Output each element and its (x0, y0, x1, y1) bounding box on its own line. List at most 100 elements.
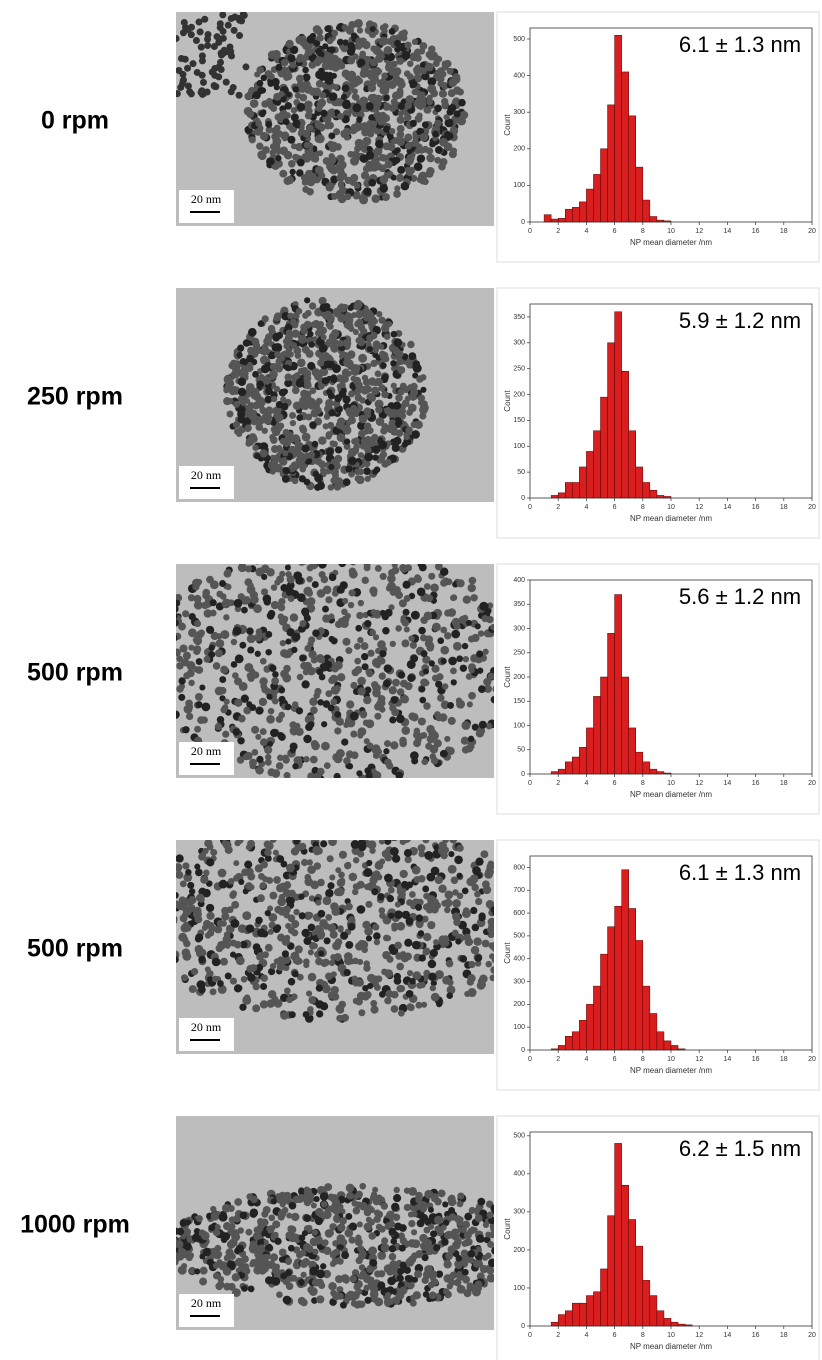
particle (352, 191, 361, 200)
particle (231, 1273, 241, 1282)
particle (312, 629, 320, 637)
particle (244, 751, 253, 760)
particle (187, 23, 195, 31)
particle (360, 437, 369, 446)
particle (291, 386, 300, 395)
particle (300, 56, 307, 63)
particle (390, 174, 397, 181)
particle (361, 663, 369, 671)
particle (354, 387, 362, 395)
particle (378, 1225, 386, 1233)
particle (351, 407, 359, 415)
particle (467, 635, 476, 643)
particle (136, 908, 145, 917)
particle (320, 1263, 327, 1270)
particle (176, 863, 183, 872)
particle (470, 594, 478, 602)
particle (374, 1297, 384, 1307)
particle (371, 318, 378, 325)
particle (307, 772, 315, 778)
particle (204, 932, 212, 939)
particle (279, 146, 289, 156)
particle (281, 937, 291, 946)
particle (261, 343, 269, 351)
particle (232, 672, 239, 679)
particle (350, 730, 358, 738)
particle (388, 1227, 397, 1236)
particle (237, 1227, 244, 1234)
particle (395, 394, 403, 402)
particle (176, 1237, 179, 1246)
particle (285, 863, 295, 873)
particle (470, 946, 480, 955)
x-tick-label: 4 (584, 228, 588, 235)
particle (347, 601, 355, 609)
particle (182, 862, 190, 870)
particle (321, 377, 330, 385)
particle (298, 1187, 306, 1196)
particle (369, 58, 378, 67)
particle (195, 933, 204, 942)
particle (267, 552, 274, 559)
particle (287, 54, 296, 63)
particle (183, 1242, 192, 1251)
particle (161, 912, 167, 918)
particle (176, 593, 183, 602)
particle (262, 1239, 269, 1246)
x-tick-label: 18 (780, 1056, 788, 1063)
particle (319, 1192, 329, 1201)
particle (385, 989, 394, 998)
particle (215, 639, 225, 648)
particle (490, 1204, 494, 1213)
particle (250, 595, 259, 604)
particle (228, 1216, 236, 1224)
particle (214, 925, 223, 934)
x-tick-label: 4 (584, 780, 588, 787)
particle (176, 870, 184, 879)
histogram-bar (649, 768, 658, 775)
particle (194, 725, 202, 733)
particle (291, 477, 299, 485)
particle (306, 124, 314, 132)
particle (184, 64, 192, 72)
particle (366, 145, 373, 153)
particle (467, 974, 476, 983)
particle (259, 657, 267, 665)
particle (242, 63, 250, 71)
particle (365, 719, 375, 729)
particle (222, 730, 230, 738)
particle (352, 53, 359, 60)
particle (407, 403, 417, 413)
particle (313, 829, 320, 836)
particle (212, 662, 221, 670)
particle (359, 1182, 367, 1190)
particle (277, 821, 285, 829)
particle (391, 1202, 400, 1212)
particle (442, 1219, 450, 1227)
particle (489, 974, 494, 982)
particle (364, 452, 374, 462)
particle (261, 100, 269, 108)
particle (156, 671, 165, 680)
particle (240, 12, 248, 19)
particle (356, 475, 365, 485)
particle (453, 110, 461, 118)
particle (338, 871, 345, 879)
particle (359, 154, 369, 163)
particle (206, 625, 215, 634)
particle (220, 920, 227, 927)
particle (214, 686, 224, 696)
particle (278, 686, 286, 694)
particle (182, 610, 190, 618)
particle (441, 1238, 449, 1246)
particle (314, 1217, 323, 1226)
scale-bar-label: 20 nm (191, 1296, 222, 1310)
particle (352, 123, 361, 132)
particle (282, 1278, 290, 1286)
particle (427, 84, 437, 94)
particle (410, 654, 419, 663)
x-axis-label: NP mean diameter /nm (630, 514, 712, 523)
particle (372, 454, 379, 461)
particle (337, 1223, 346, 1232)
particle (276, 1291, 283, 1299)
